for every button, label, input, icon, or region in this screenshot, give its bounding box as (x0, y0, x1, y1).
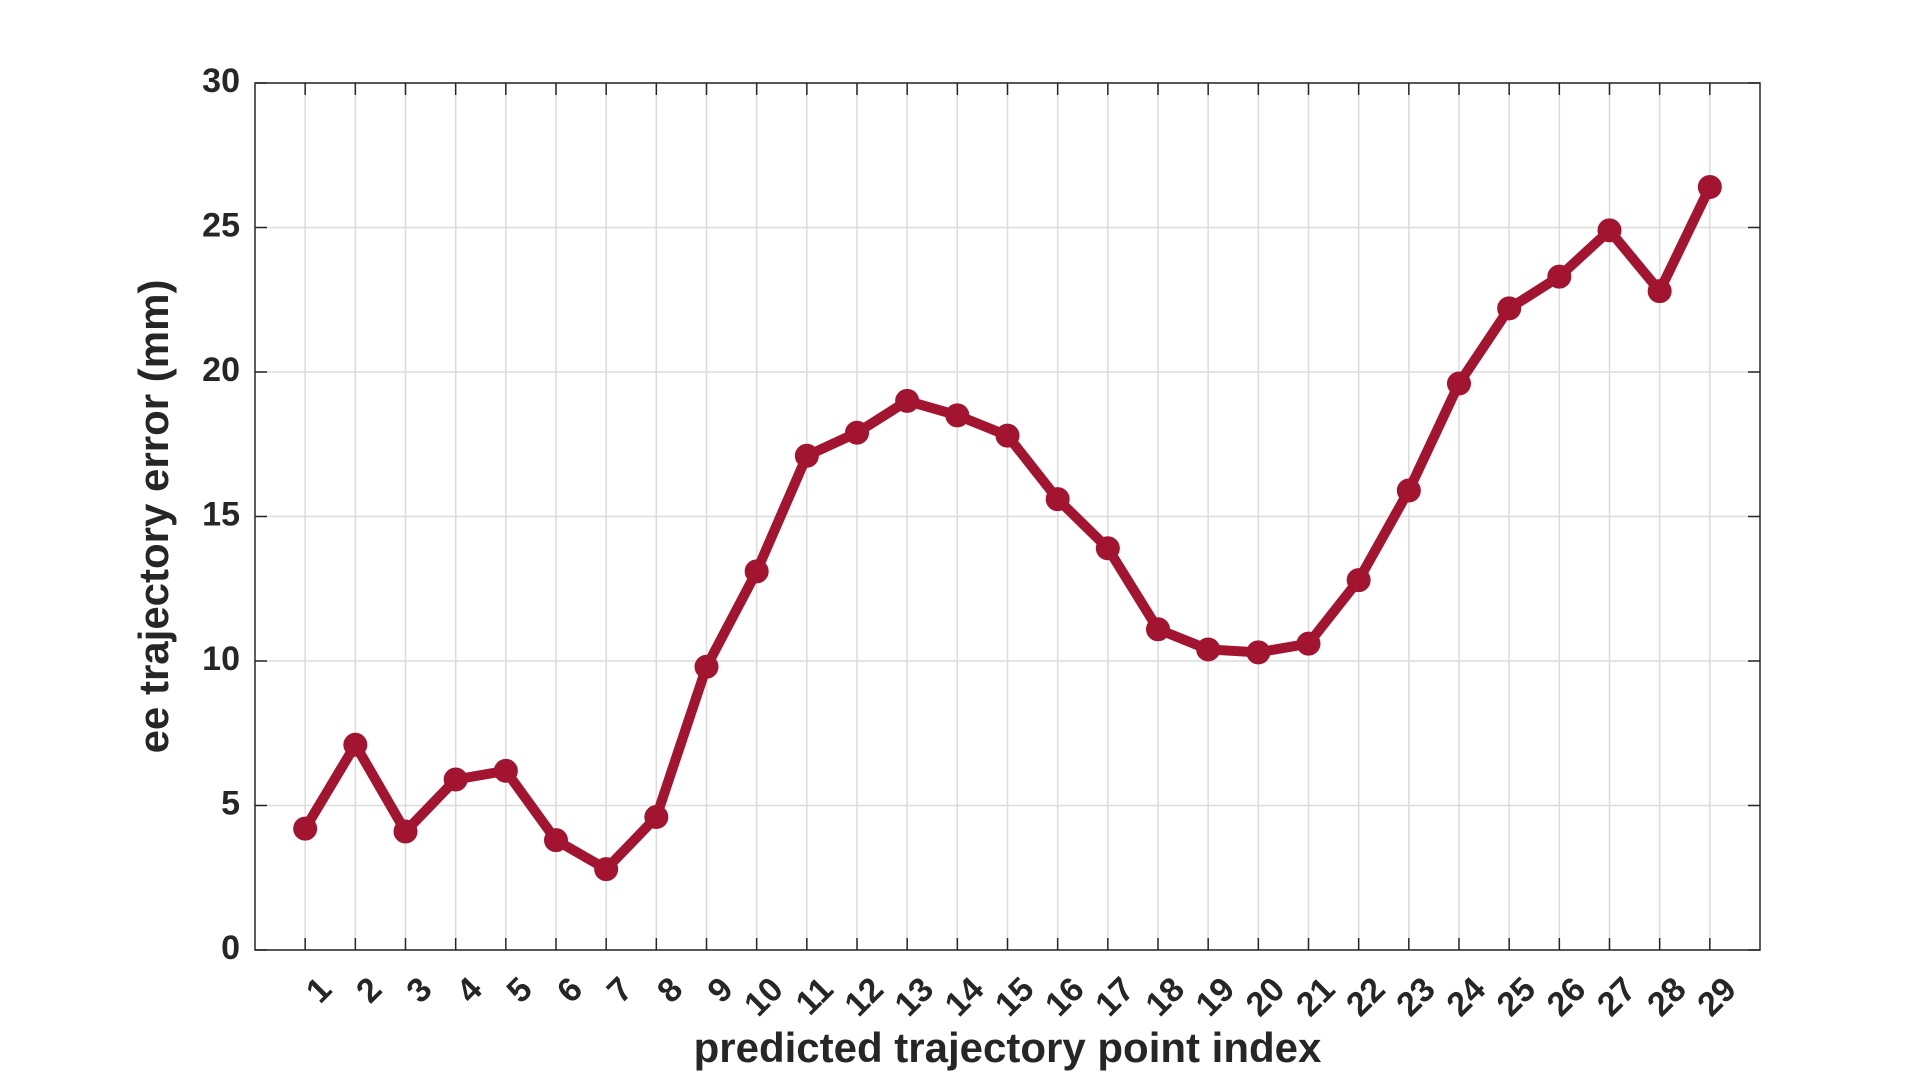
data-point (1597, 218, 1622, 243)
x-tick-label: 9 (700, 970, 740, 1010)
x-axis-title: predicted trajectory point index (694, 1024, 1322, 1071)
data-point (393, 819, 418, 844)
data-point (293, 816, 318, 841)
data-point (443, 767, 468, 792)
x-tick-label: 28 (1640, 970, 1694, 1024)
x-tick-label: 16 (1038, 970, 1092, 1024)
y-tick-label: 20 (202, 351, 240, 389)
data-point (594, 857, 619, 882)
grid-lines (255, 82, 1760, 951)
x-tick-label: 8 (650, 970, 690, 1010)
x-tick-label: 22 (1339, 970, 1393, 1024)
data-point (644, 805, 669, 830)
x-tick-label: 2 (349, 970, 389, 1010)
y-tick-label: 0 (221, 929, 240, 967)
data-point (1447, 371, 1471, 396)
x-tick-label: 27 (1590, 970, 1644, 1024)
x-tick-label: 25 (1490, 970, 1544, 1024)
data-point (895, 388, 920, 413)
axis-ticks (255, 82, 1760, 951)
x-tick-label: 11 (789, 970, 841, 1022)
x-tick-label: 24 (1439, 970, 1493, 1024)
data-point (1697, 175, 1722, 200)
y-tick-label: 10 (202, 640, 240, 678)
data-point (694, 654, 719, 679)
x-tick-label: 21 (1289, 970, 1343, 1024)
data-point (995, 423, 1020, 448)
x-tick-label: 17 (1088, 970, 1142, 1024)
y-tick-label: 5 (221, 784, 240, 822)
data-point (794, 443, 819, 468)
data-point (1547, 264, 1572, 289)
x-tick-label: 19 (1189, 970, 1243, 1024)
data-point (1346, 568, 1371, 593)
y-axis-title: ee trajectory error (mm) (130, 280, 177, 754)
data-point (1296, 631, 1321, 656)
x-tick-label: 23 (1389, 970, 1443, 1024)
data-point (1196, 637, 1221, 662)
data-point (845, 420, 869, 445)
data-point (1045, 487, 1070, 512)
data-point (1396, 478, 1421, 503)
data-point (1146, 617, 1170, 642)
x-tick-label: 20 (1239, 970, 1293, 1024)
data-point (1647, 279, 1672, 304)
data-series (293, 175, 1722, 882)
x-tick-label: 4 (449, 970, 489, 1010)
data-point (544, 828, 568, 853)
data-point (1246, 640, 1271, 665)
x-tick-label: 1 (299, 970, 339, 1010)
x-tick-label: 6 (550, 970, 590, 1010)
x-tick-label: 3 (399, 970, 439, 1010)
x-tick-label: 18 (1138, 970, 1192, 1024)
data-point (493, 758, 518, 783)
x-tick-labels: 1 2 3 4 5 6 7 8 91011121314151617181920212223242… (299, 970, 1744, 1024)
x-tick-label: 14 (938, 970, 992, 1024)
data-point (945, 403, 970, 428)
y-tick-label: 15 (202, 495, 240, 533)
x-tick-label: 12 (837, 970, 891, 1024)
x-tick-label: 13 (888, 970, 942, 1024)
y-tick-label: 25 (202, 206, 240, 244)
data-point (1095, 536, 1120, 561)
y-tick-labels: 0 5 10 15 20 25 30 (202, 62, 240, 967)
x-tick-label: 29 (1690, 970, 1744, 1024)
x-tick-label: 26 (1540, 970, 1594, 1024)
x-tick-label: 5 (500, 970, 540, 1010)
y-tick-label: 30 (202, 62, 240, 100)
x-tick-label: 15 (988, 970, 1042, 1024)
data-point (744, 559, 769, 584)
x-tick-label: 10 (737, 970, 791, 1024)
x-tick-label: 7 (600, 970, 640, 1010)
data-point (1497, 296, 1522, 321)
data-point (343, 732, 368, 757)
